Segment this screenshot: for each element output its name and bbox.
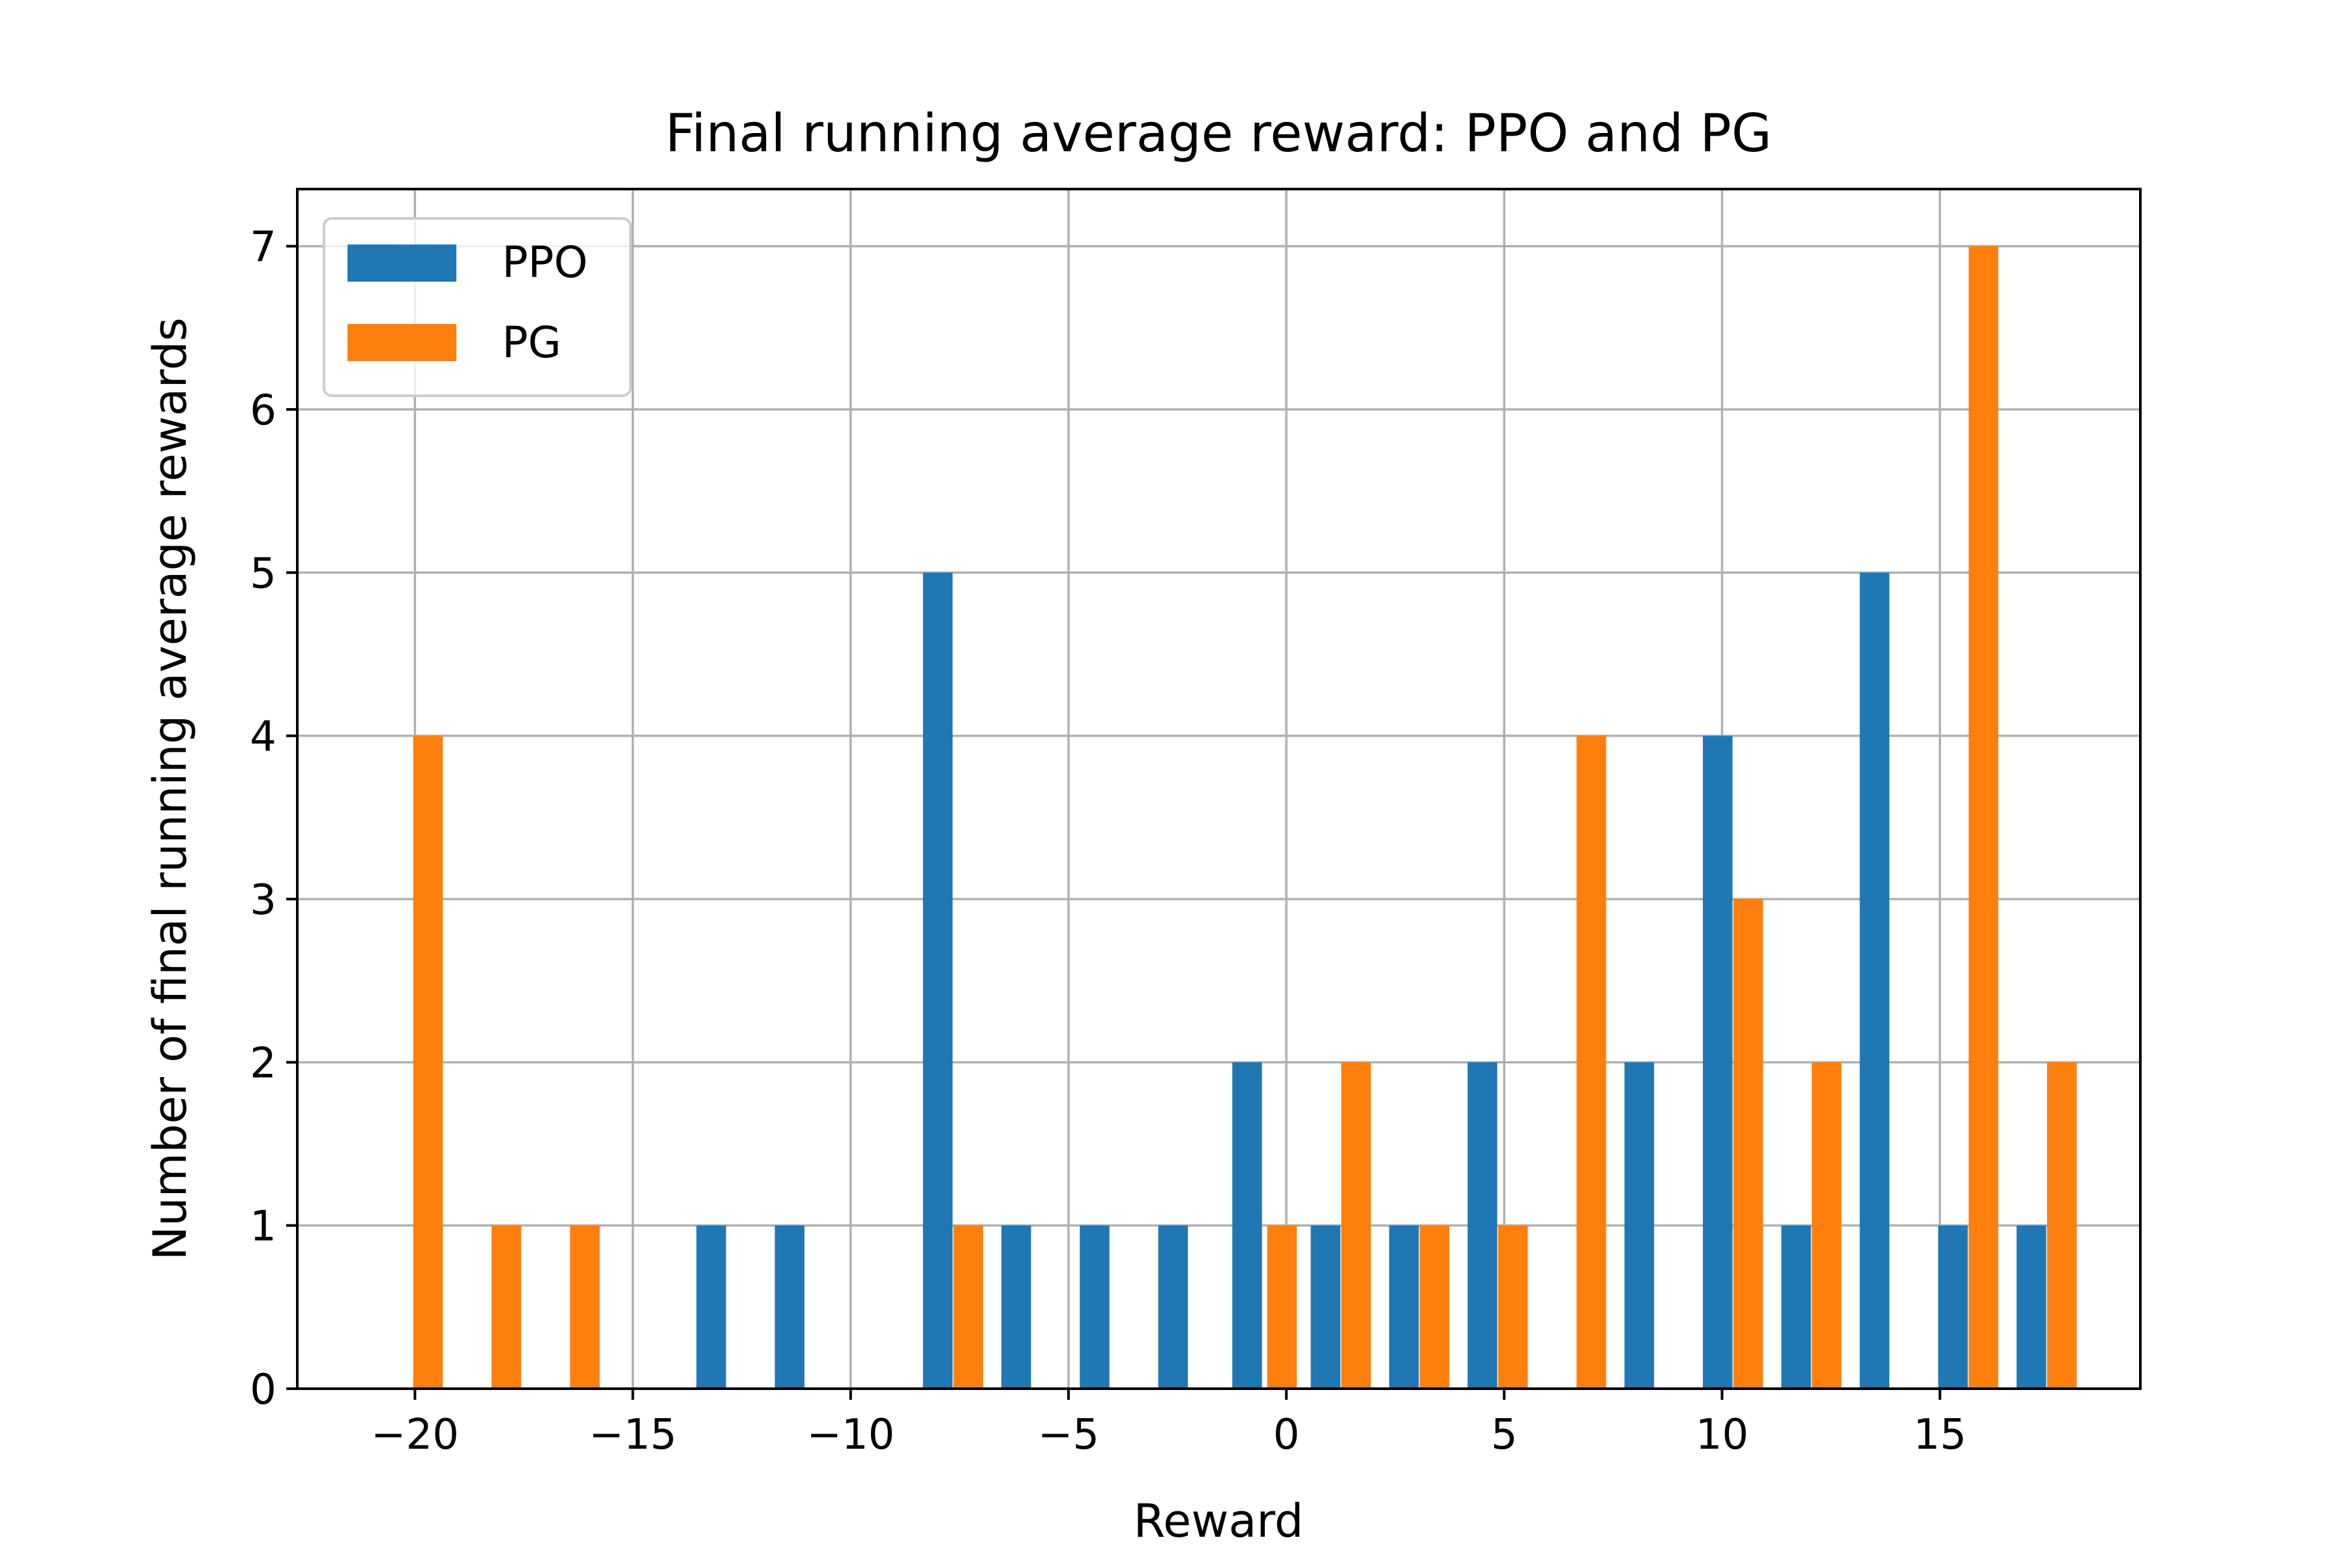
- x-tick-label-7: 15: [1913, 1411, 1966, 1459]
- x-tick-label-0: −20: [371, 1411, 459, 1459]
- bar-pg-16: [1733, 898, 1764, 1389]
- x-tick-label-4: 0: [1273, 1411, 1300, 1459]
- bar-ppo-7: [1080, 1225, 1110, 1389]
- x-tick-label-6: 10: [1696, 1411, 1749, 1459]
- bar-pg-2: [570, 1225, 600, 1389]
- bar-ppo-10: [1310, 1225, 1340, 1389]
- plot-frame: [296, 188, 2142, 1390]
- bar-pg-0: [413, 735, 443, 1389]
- bar-ppo-6: [1001, 1225, 1031, 1389]
- bar-ppo-11: [1389, 1225, 1419, 1389]
- y-tick-label-3: 3: [250, 876, 276, 925]
- bar-pg-12: [1419, 1225, 1450, 1389]
- legend-swatch-ppo: [347, 244, 456, 282]
- bar-ppo-4: [775, 1225, 804, 1389]
- bar-ppo-3: [696, 1225, 726, 1389]
- y-tick-label-0: 0: [250, 1366, 276, 1414]
- bar-ppo-12: [1468, 1062, 1498, 1389]
- x-tick-label-2: −10: [806, 1411, 894, 1459]
- x-axis-ticks: −20 −15 −10 −5 0 5 10 15: [371, 1389, 1966, 1459]
- y-tick-label-5: 5: [250, 550, 276, 598]
- bar-ppo-5: [923, 572, 953, 1389]
- x-axis-label: Reward: [1134, 1494, 1304, 1548]
- x-tick-label-5: 5: [1491, 1411, 1518, 1459]
- y-tick-label-7: 7: [250, 224, 276, 272]
- bar-ppo-15: [1703, 735, 1733, 1389]
- bars: [413, 246, 2077, 1389]
- bar-ppo-18: [1938, 1225, 1968, 1389]
- bar-ppo-8: [1158, 1225, 1188, 1389]
- bar-ppo-17: [1859, 572, 1890, 1389]
- bar-pg-17: [1812, 1062, 1842, 1389]
- y-tick-label-2: 2: [250, 1039, 276, 1087]
- bar-pg-13: [1498, 1225, 1528, 1389]
- y-tick-label-1: 1: [250, 1203, 276, 1251]
- bar-pg-11: [1341, 1062, 1371, 1389]
- legend: PPO PG: [323, 217, 632, 397]
- bar-ppo-16: [1781, 1225, 1811, 1389]
- legend-label-pg: PG: [502, 318, 561, 368]
- bar-ppo-14: [1624, 1062, 1655, 1389]
- x-tick-label-3: −5: [1038, 1411, 1099, 1459]
- y-axis-label: Number of final running average rewards: [143, 318, 197, 1260]
- y-tick-label-4: 4: [250, 713, 276, 762]
- bar-ppo-19: [2016, 1225, 2046, 1389]
- bar-pg-1: [492, 1225, 522, 1389]
- y-axis-ticks: 0 1 2 3 4 5 6 7: [250, 224, 297, 1414]
- bar-pg-19: [1968, 246, 1999, 1389]
- bar-pg-20: [2046, 1062, 2077, 1389]
- x-tick-label-1: −15: [589, 1411, 677, 1459]
- chart-title: Final running average reward: PPO and PG: [665, 103, 1771, 164]
- bar-pg-14: [1576, 735, 1606, 1389]
- bar-pg-10: [1267, 1225, 1297, 1389]
- bar-pg-6: [953, 1225, 983, 1389]
- y-tick-label-6: 6: [250, 387, 276, 435]
- grid-lines: [297, 189, 2140, 1390]
- legend-swatch-pg: [347, 324, 456, 361]
- bar-ppo-9: [1232, 1062, 1262, 1389]
- legend-label-ppo: PPO: [502, 237, 588, 288]
